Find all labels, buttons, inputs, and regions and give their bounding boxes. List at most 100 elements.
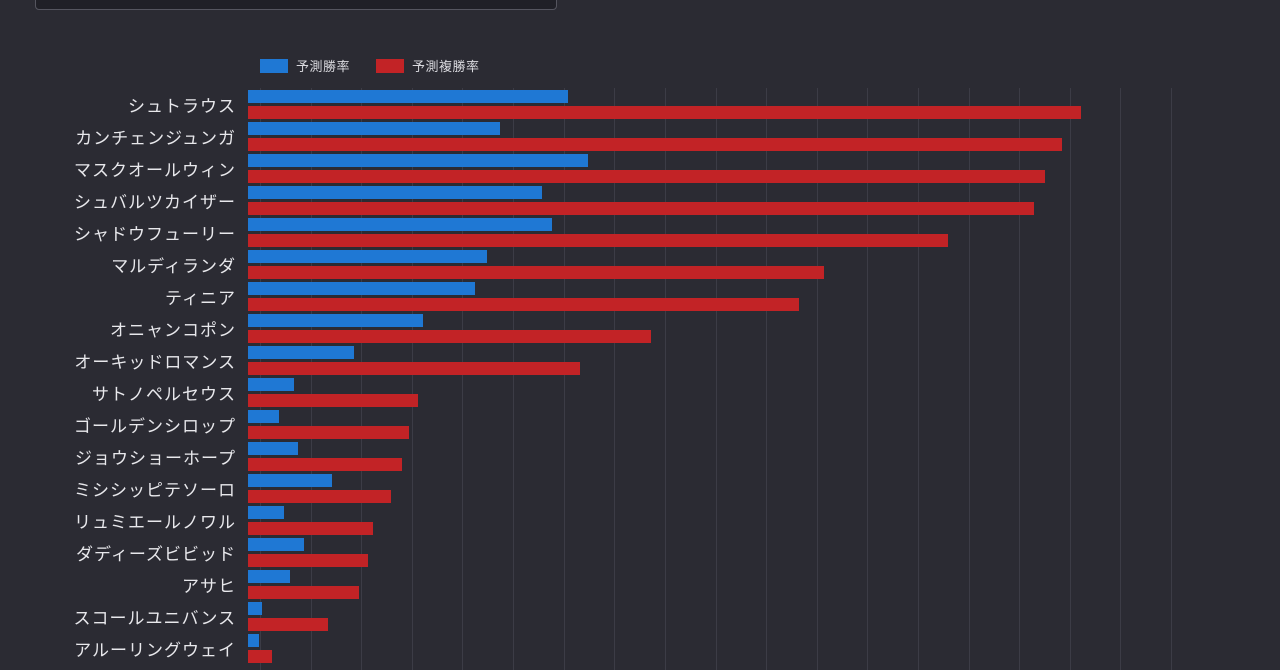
category-label: オーキッドロマンス <box>74 352 236 373</box>
gridline <box>614 88 616 670</box>
bar-group <box>248 377 1159 407</box>
chart-row: カンチェンジュンガ <box>0 120 1280 152</box>
win-rate-swatch <box>260 58 288 73</box>
chart-row: オーキッドロマンス <box>0 344 1280 376</box>
category-label: アルーリングウェイ <box>74 640 236 661</box>
win-rate-bar <box>248 313 424 327</box>
place-rate-bar <box>248 457 402 471</box>
bar-group <box>248 505 1159 535</box>
chart-row: スコールユニバンス <box>0 600 1280 632</box>
bar-group <box>248 537 1159 567</box>
category-label: ミシシッピテソーロ <box>74 480 236 501</box>
gridline <box>411 88 413 670</box>
chart-row: オニャンコポン <box>0 312 1280 344</box>
bar-group <box>248 409 1159 439</box>
chart-row: シュトラウス <box>0 88 1280 120</box>
place-rate-bar <box>248 585 360 599</box>
chart-row: ティニア <box>0 280 1280 312</box>
plot-grid <box>260 88 1172 670</box>
gridline <box>1120 88 1122 670</box>
bar-group <box>248 345 1159 375</box>
chart-row: マルディランダ <box>0 248 1280 280</box>
legend-item-place-rate[interactable]: 予測複勝率 <box>376 56 480 75</box>
chart-row: マスクオールウィン <box>0 152 1280 184</box>
win-rate-bar <box>248 89 568 103</box>
place-rate-bar <box>248 553 369 567</box>
win-rate-bar <box>248 377 294 391</box>
chart-row: リュミエールノワル <box>0 504 1280 536</box>
win-rate-bar <box>248 345 355 359</box>
category-label: ティニア <box>165 288 236 309</box>
category-label: ゴールデンシロップ <box>74 416 236 437</box>
place-rate-bar <box>248 521 373 535</box>
win-rate-bar <box>248 249 487 263</box>
place-rate-bar <box>248 233 949 247</box>
win-rate-bar <box>248 185 542 199</box>
category-label: オニャンコポン <box>110 320 236 341</box>
win-rate-bar <box>248 441 298 455</box>
truncated-input-box[interactable] <box>35 0 557 10</box>
gridline <box>715 88 717 670</box>
place-rate-bar <box>248 201 1035 215</box>
win-rate-bar <box>248 505 285 519</box>
chart-rows: シュトラウスカンチェンジュンガマスクオールウィンシュバルツカイザー シャドウフュー… <box>0 88 1280 664</box>
place-rate-bar <box>248 425 409 439</box>
gridline <box>968 88 970 670</box>
legend-item-win-rate[interactable]: 予測勝率 <box>260 56 350 75</box>
place-rate-bar <box>248 361 580 375</box>
chart-row: シャドウフューリー <box>0 216 1280 248</box>
chart-row: サトノペルセウス <box>0 376 1280 408</box>
win-rate-bar <box>248 473 332 487</box>
gridline <box>766 88 768 670</box>
gridline <box>917 88 919 670</box>
chart-row: アサヒ <box>0 568 1280 600</box>
place-rate-bar <box>248 393 419 407</box>
win-rate-bar <box>248 537 304 551</box>
place-rate-bar <box>248 297 799 311</box>
gridline <box>1019 88 1021 670</box>
bar-group <box>248 217 1159 247</box>
bar-group <box>248 89 1159 119</box>
bar-group <box>248 153 1159 183</box>
legend-label: 予測勝率 <box>296 60 351 75</box>
gridline <box>1069 88 1071 670</box>
gridline <box>1171 88 1172 670</box>
win-rate-bar <box>248 281 475 295</box>
chart-legend: 予測勝率 予測複勝率 <box>260 56 480 75</box>
bar-group <box>248 313 1159 343</box>
bar-group <box>248 249 1159 279</box>
gridline <box>462 88 464 670</box>
place-rate-bar <box>248 265 824 279</box>
bar-group <box>248 601 1159 631</box>
chart-row: ジョウショーホープ <box>0 440 1280 472</box>
place-rate-bar <box>248 649 273 663</box>
category-label: マルディランダ <box>111 256 236 277</box>
category-label: リュミエールノワル <box>74 512 236 533</box>
gridline <box>816 88 818 670</box>
place-rate-bar <box>248 169 1045 183</box>
chart-row: シュバルツカイザー <box>0 184 1280 216</box>
place-rate-bar <box>248 617 328 631</box>
category-label: シュトラウス <box>128 96 236 117</box>
chart-row: アルーリングウェイ <box>0 632 1280 664</box>
bar-group <box>248 569 1159 599</box>
place-rate-bar <box>248 137 1062 151</box>
category-label: スコールユニバンス <box>73 608 236 629</box>
chart-row: ダディーズビビッド <box>0 536 1280 568</box>
chart-row: ゴールデンシロップ <box>0 408 1280 440</box>
gridline <box>361 88 363 670</box>
bar-group <box>248 121 1159 151</box>
place-rate-bar <box>248 105 1082 119</box>
category-label: サトノペルセウス <box>92 384 236 405</box>
win-rate-bar <box>248 217 552 231</box>
category-label: ダディーズビビッド <box>76 544 236 565</box>
legend-label: 予測複勝率 <box>412 60 480 75</box>
win-rate-bar <box>248 569 290 583</box>
win-rate-bar <box>248 633 260 647</box>
gridline <box>867 88 869 670</box>
win-rate-bar <box>248 153 589 167</box>
gridline <box>563 88 565 670</box>
category-label: マスクオールウィン <box>74 160 236 181</box>
chart-row: ミシシッピテソーロ <box>0 472 1280 504</box>
